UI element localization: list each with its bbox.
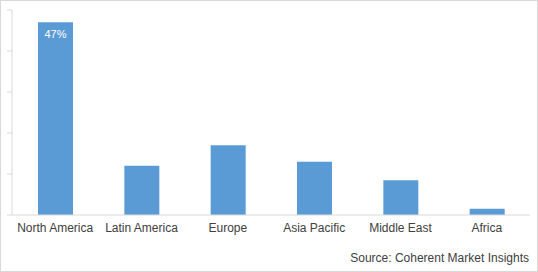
- svg-text:Africa: Africa: [471, 221, 502, 235]
- svg-text:Asia Pacific: Asia Pacific: [283, 221, 345, 235]
- svg-text:47%: 47%: [44, 28, 66, 40]
- html-text:Source: Coherent Market Insigh: Source: Coherent Market Insights: [350, 251, 529, 265]
- svg-text:Latin America: Latin America: [105, 221, 178, 235]
- svg-text:Middle East: Middle East: [369, 221, 432, 235]
- svg-text:North America: North America: [17, 221, 93, 235]
- svg-text:Europe: Europe: [208, 221, 247, 235]
